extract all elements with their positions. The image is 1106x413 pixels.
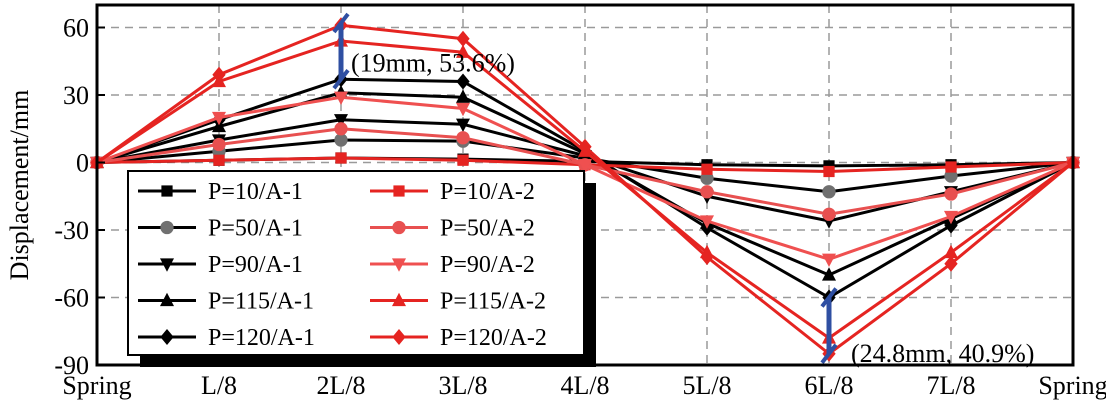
legend-marker [393,185,405,197]
legend-marker [160,328,174,346]
data-point [700,215,714,229]
legend-item: P=120/A-1 [138,325,315,351]
x-tick-label: 3L/8 [438,371,487,400]
legend-marker [160,258,174,272]
y-tick-label: -30 [54,216,89,245]
data-point [456,89,470,103]
legend-label: P=120/A-1 [208,325,315,351]
legend-item: P=50/A-1 [138,216,303,242]
data-point [944,255,958,272]
x-tick-labels: Spring L/8 2L/8 3L/8 4L/8 5L/8 6L/8 7L/8 Spring [62,371,1106,400]
legend-label: P=50/A-2 [440,216,535,242]
data-point [700,185,714,199]
x-tick-label: 6L/8 [804,371,853,400]
data-point [822,207,836,221]
legend-marker [392,292,406,307]
legend-item: P=10/A-1 [138,179,303,205]
legend-label: P=120/A-2 [440,325,547,351]
x-tick-label: 7L/8 [926,371,975,400]
legend-label: P=10/A-1 [208,179,303,205]
annotation: (19mm, 53.6%) [332,12,515,90]
plot-frame [95,3,1075,367]
data-point [578,159,592,173]
series-group [90,17,1080,362]
legend-item: P=120/A-2 [370,325,547,351]
y-tick-label: -90 [54,351,89,380]
legend-label: P=115/A-1 [208,289,314,315]
data-point [212,66,226,83]
y-axis-title: Displacement/mm [5,90,34,281]
data-point [822,185,836,199]
legend-label: P=90/A-2 [440,252,535,278]
y-tick-label: 30 [63,81,89,110]
x-tick-label: Spring [1038,371,1106,400]
x-tick-label: 4L/8 [560,371,609,400]
data-point [823,160,835,172]
data-point [334,122,348,136]
annotation-arrowhead [332,12,350,34]
annotation-arrowhead [332,69,350,90]
legend-item: P=115/A-2 [370,289,546,315]
annotation-label: (19mm, 53.6%) [351,48,515,77]
legend-marker [161,185,173,197]
data-point [335,152,347,164]
legend-item: P=115/A-1 [138,289,314,315]
annotation-label: (24.8mm, 40.9%) [851,339,1034,368]
data-point [456,73,470,90]
legend-label: P=90/A-1 [208,252,303,278]
legend-marker [392,328,406,346]
y-tick-labels: 60 30 0 -30 -60 -90 [54,14,105,380]
data-point [334,133,348,147]
data-point [578,138,592,155]
data-point [456,118,470,132]
data-point [700,171,714,185]
data-point [456,44,470,58]
legend-marker [160,292,174,307]
y-tick-label: 0 [76,149,89,178]
legend-label: P=115/A-2 [440,289,546,315]
data-point [945,161,957,173]
legend-marker [392,220,406,235]
data-point [334,114,348,128]
data-point [700,248,714,266]
legend: P=10/A-1 P=50/A-1 P=90/A-1 P=115/A-1 P=120/A… [127,170,596,367]
legend-item: P=90/A-2 [370,252,535,278]
annotation: (24.8mm, 40.9%) [820,287,1034,368]
data-point [944,217,958,234]
x-tick-label: L/8 [201,371,237,400]
legend-label: P=50/A-1 [208,216,303,242]
legend-marker [392,258,406,272]
data-point [822,253,836,267]
data-point [457,154,469,166]
legend-item: P=90/A-1 [138,252,303,278]
legend-item: P=10/A-2 [370,179,535,205]
data-point [944,169,958,183]
data-point [212,137,226,152]
x-tick-label: 5L/8 [682,371,731,400]
data-point [456,30,470,47]
data-point [212,111,226,126]
data-point [944,244,958,259]
annotation-arrowhead [820,287,838,308]
data-point [456,102,470,117]
data-point [944,187,958,201]
x-tick-label: Spring [62,371,131,400]
legend-box [127,170,585,356]
y-tick-label: -60 [54,284,89,313]
y-tick-label: 60 [63,14,89,43]
legend-marker [160,220,174,235]
legend-item: P=50/A-2 [370,216,535,242]
data-point [823,165,835,178]
data-point [822,267,836,281]
annotation-group: (19mm, 53.6%) (24.8mm, 40.9%) [332,12,1034,368]
annotation-arrowhead [820,343,838,364]
data-point [334,91,348,105]
data-point [456,131,470,145]
data-point [944,210,958,225]
data-point [213,154,225,166]
data-point [701,163,713,175]
x-tick-label: 2L/8 [316,371,365,400]
legend-label: P=10/A-2 [440,179,535,205]
